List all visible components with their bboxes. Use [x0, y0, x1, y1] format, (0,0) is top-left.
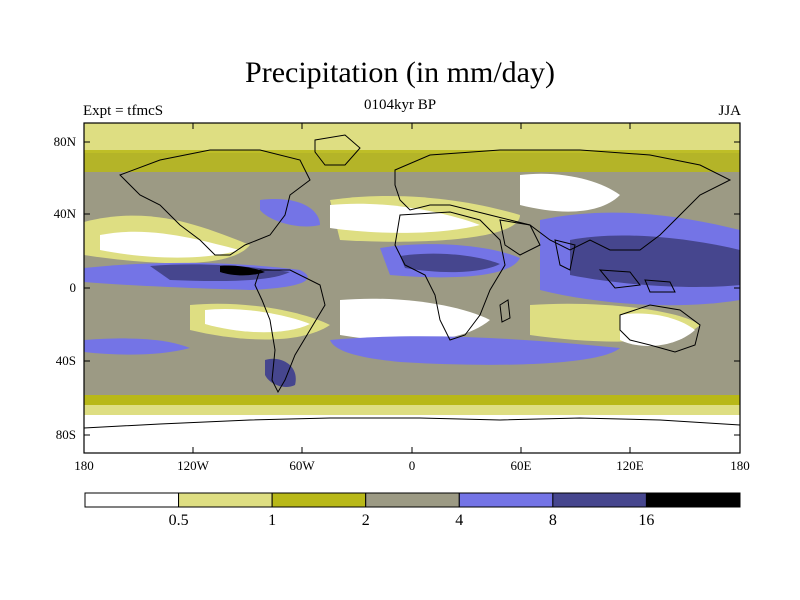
colorbar-swatch [458, 492, 554, 508]
colorbar-label: 8 [549, 512, 557, 529]
colorbar-label: 0.5 [169, 512, 189, 529]
longitude-labels: 180 120W 60W 0 60E 120E 180 [74, 458, 750, 473]
lon-label-0: 0 [409, 458, 416, 473]
colorbar-swatch [645, 492, 741, 508]
colorbar-swatch [365, 492, 460, 508]
colorbar-label: 1 [268, 512, 276, 529]
colorbar-label: 4 [455, 512, 463, 529]
colorbar-swatch [178, 492, 273, 508]
colorbar-label: 16 [638, 512, 654, 529]
colorbar-swatch [84, 492, 180, 508]
lat-label-40n: 40N [54, 206, 77, 221]
colorbar-swatch [552, 492, 647, 508]
lon-label-120e: 120E [616, 458, 644, 473]
season-label: JJA [718, 103, 741, 119]
axis-ticks [83, 123, 741, 453]
lon-label-60e: 60E [511, 458, 532, 473]
colorbar-swatch [271, 492, 367, 508]
precipitation-field [84, 123, 740, 453]
lat-label-40s: 40S [56, 353, 76, 368]
coastlines [84, 134, 740, 429]
lat-label-80s: 80S [56, 427, 76, 442]
lon-label-60w: 60W [289, 458, 315, 473]
lat-label-80n: 80N [54, 134, 77, 149]
colorbar-label: 2 [362, 512, 370, 529]
latitude-labels: 80N 40N 0 40S 80S [54, 134, 77, 442]
lat-label-0: 0 [70, 280, 77, 295]
colorbar: 0.5 1 2 4 8 16 [84, 492, 741, 529]
plot-title: Precipitation (in mm/day) [245, 56, 555, 89]
plot-subtitle: 0104kyr BP [363, 97, 437, 113]
lon-label-180e: 180 [730, 458, 750, 473]
lon-label-180w: 180 [74, 458, 94, 473]
experiment-label: Expt = tfmcS [83, 103, 164, 119]
lon-label-120w: 120W [177, 458, 210, 473]
